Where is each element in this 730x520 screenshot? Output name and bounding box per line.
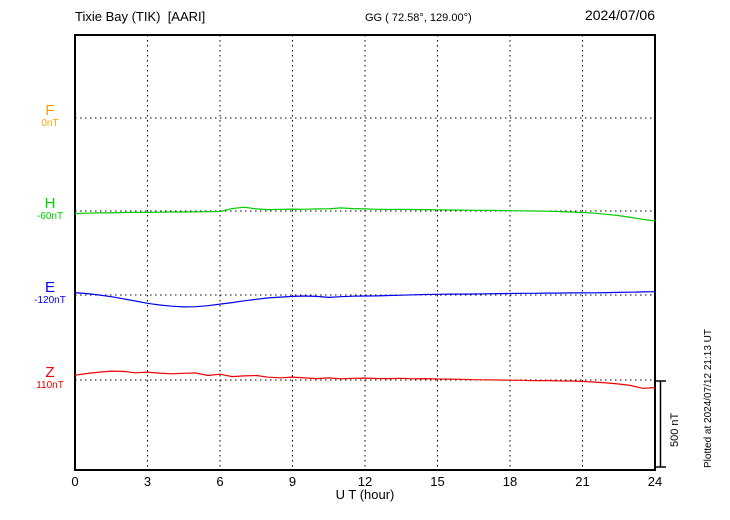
geo-coordinates: GG ( 72.58°, 129.00°) [365,12,472,24]
component-label-F: F 0nT [21,103,79,129]
component-baseline-value: -60nT [36,211,64,222]
x-tick-label: 9 [288,474,297,489]
x-tick-label: 3 [143,474,152,489]
component-baseline-value: -120nT [34,295,66,306]
trace-H [74,206,656,222]
component-letter: Z [45,364,55,381]
component-label-E: E -120nT [21,280,79,306]
component-baseline-value: 0nT [41,118,59,129]
x-axis-label: U T (hour) [335,487,395,502]
component-label-Z: Z 110nT [21,365,79,391]
x-tick-label: 18 [502,474,518,489]
plot-frame [74,34,656,471]
plot-date: 2024/07/06 [584,7,655,23]
x-tick-label: 21 [575,474,590,489]
component-label-H: H -60nT [21,196,79,222]
x-tick-label: 15 [430,474,445,489]
component-letter: F [45,102,55,119]
component-letter: H [44,195,56,212]
station-title: Tixie Bay (TIK) [AARI] [75,9,206,24]
plotted-at-note: Plotted at 2024/07/12 21:13 UT [703,329,714,468]
trace-E [74,291,656,308]
trace-Z [74,370,656,389]
scale-bar-label: 500 nT [669,412,681,447]
x-tick-label: 12 [357,474,373,489]
x-tick-label: 24 [647,474,663,489]
x-tick-label: 0 [71,474,79,489]
component-baseline-value: 110nT [36,380,64,391]
x-tick-label: 6 [216,474,224,489]
component-letter: E [44,279,55,296]
